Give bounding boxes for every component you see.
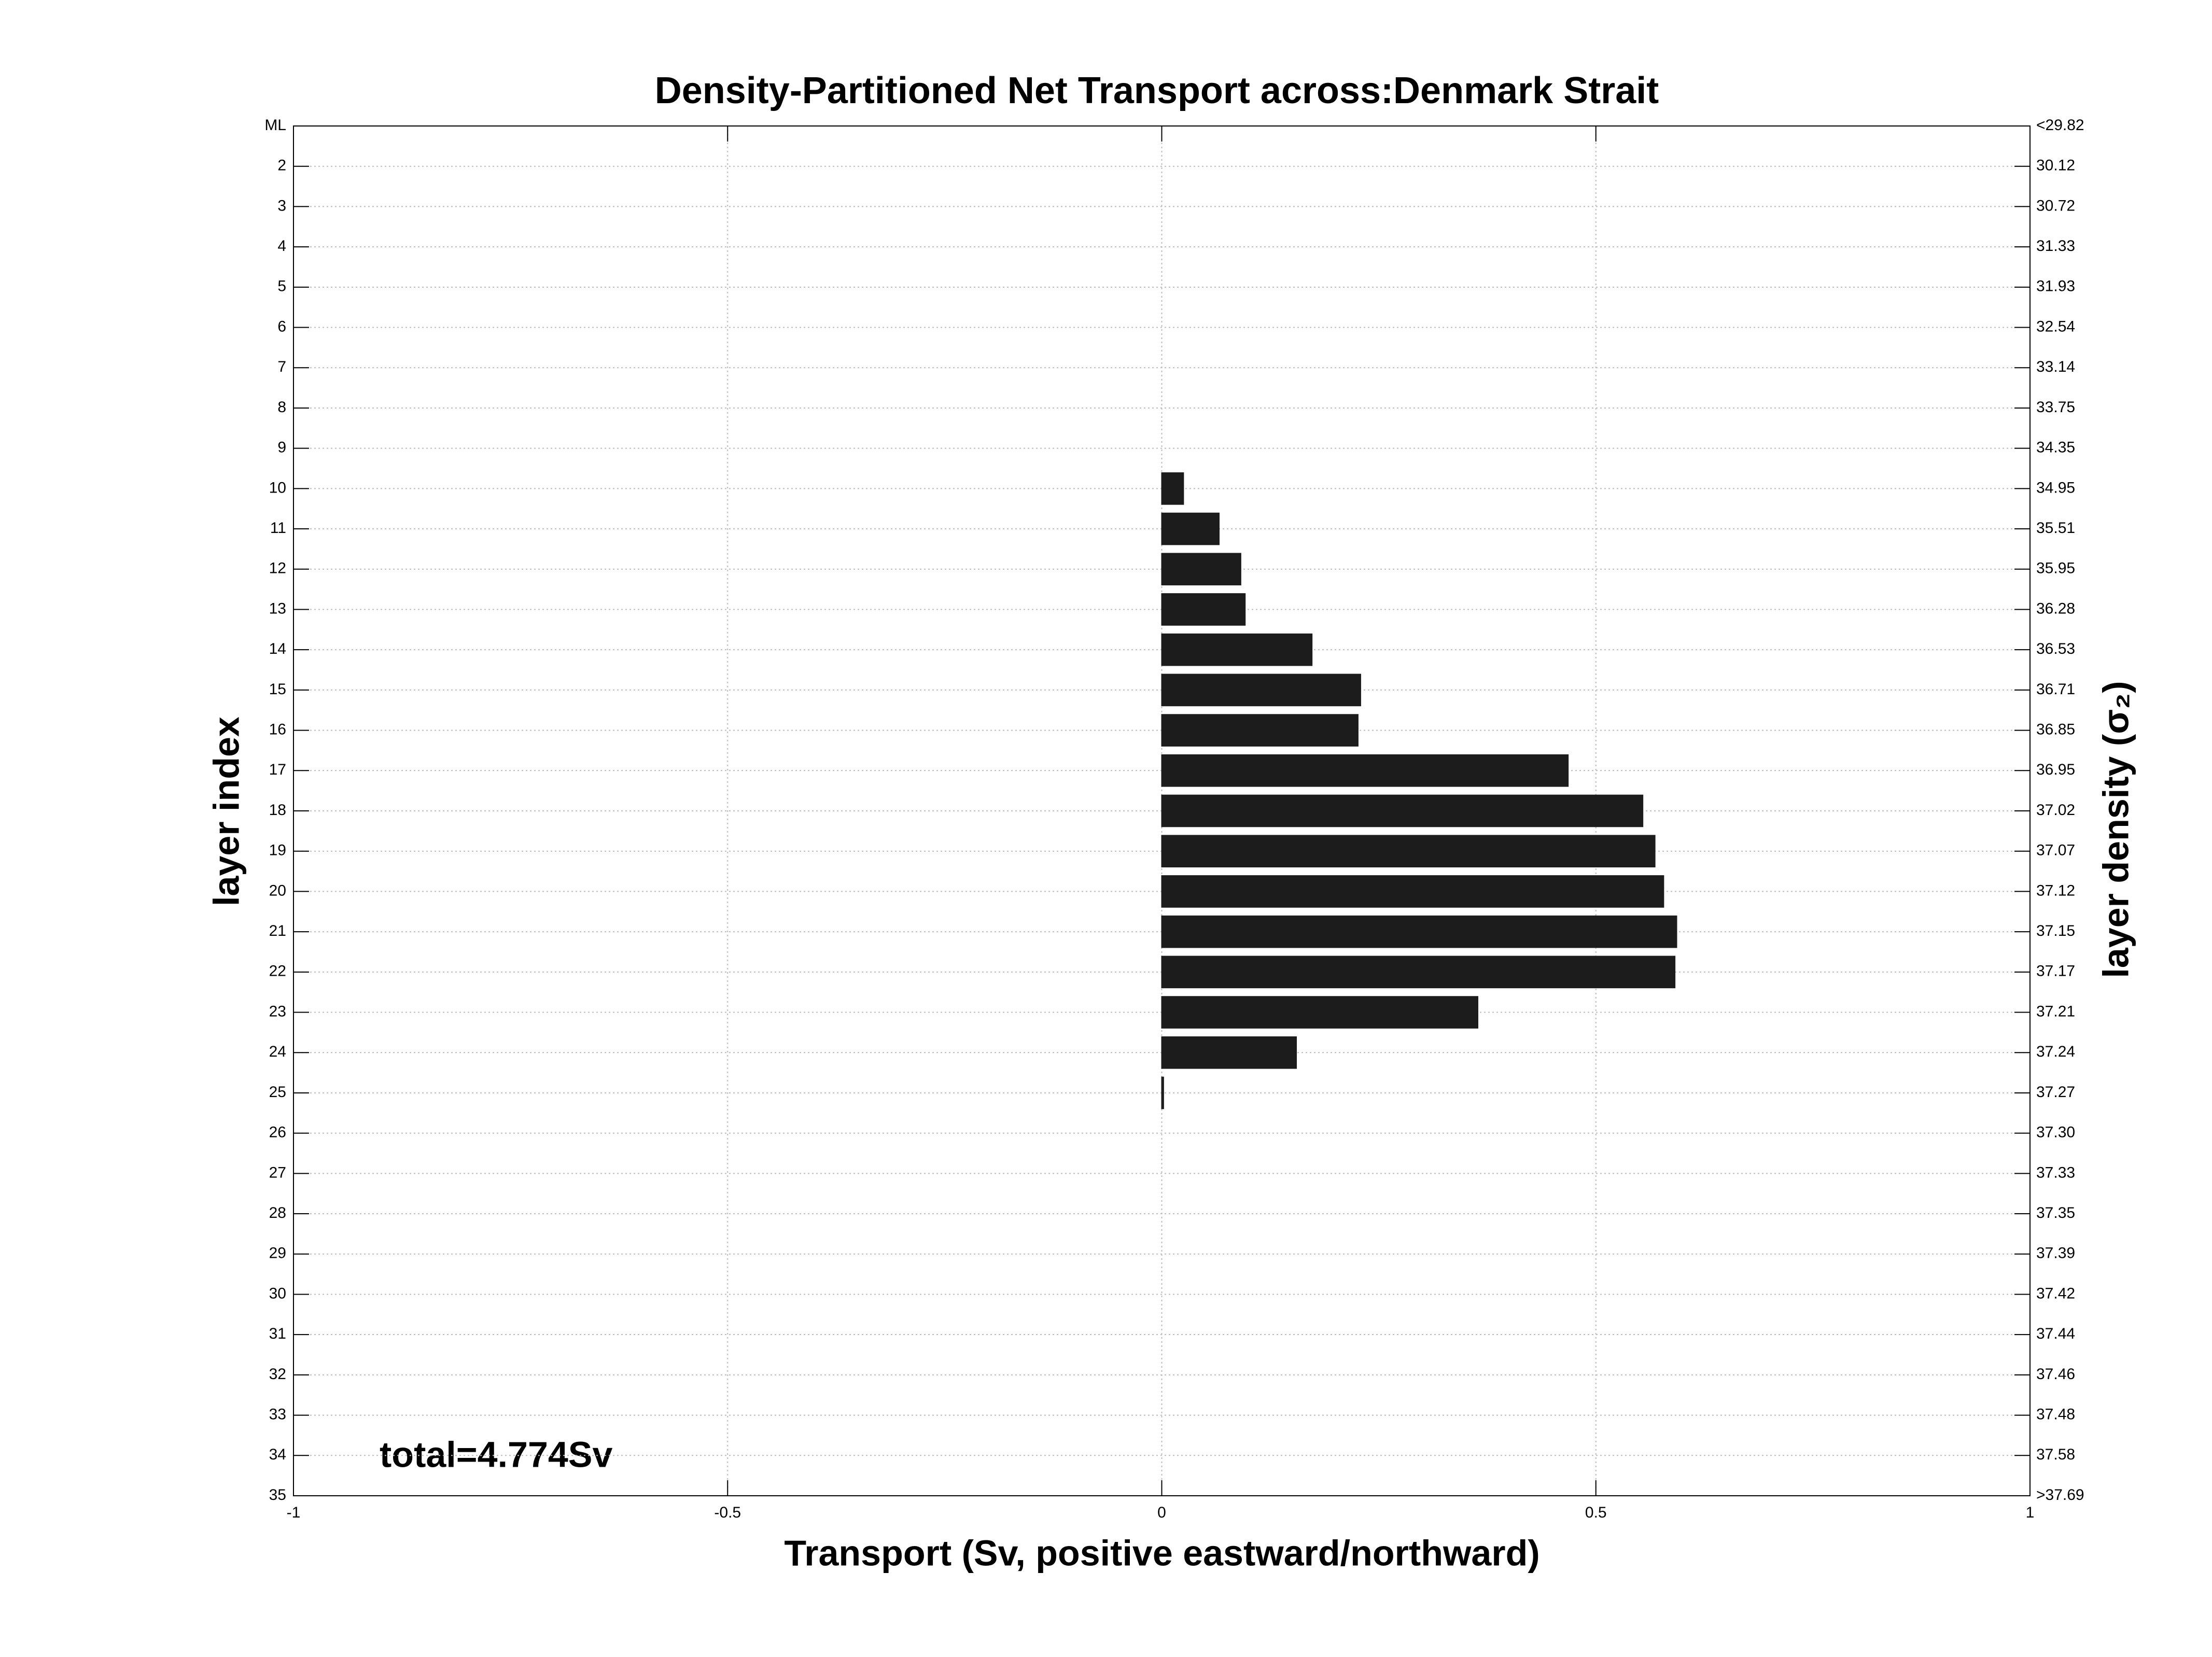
y2-tick-label: 36.85 [2036,721,2075,738]
bar [1161,754,1569,787]
annotation: total=4.774Sv [380,1434,612,1475]
x-tick-label: 0.5 [1585,1504,1607,1521]
y2-tick-label: 31.93 [2036,278,2075,295]
y-axis-label: layer index [206,717,246,906]
y2-axis-label: layer density (σ₂) [2095,681,2136,978]
y-tick-label: 33 [269,1406,286,1423]
bar [1161,875,1664,908]
bar [1161,835,1656,868]
y2-tick-label: 37.24 [2036,1043,2075,1060]
y-tick-label: 23 [269,1003,286,1020]
bar [1161,673,1361,707]
y-tick-label: 14 [269,640,286,657]
x-tick-label: 1 [2026,1504,2035,1521]
y2-tick-label: 33.14 [2036,358,2075,375]
y2-tick-label: 37.58 [2036,1446,2075,1463]
bar [1161,956,1676,989]
y-tick-label: 19 [269,842,286,859]
y2-tick-label: 37.02 [2036,802,2075,819]
y-tick-label: 24 [269,1043,286,1060]
y2-tick-label: 37.39 [2036,1245,2075,1262]
y-tick-label: 32 [269,1366,286,1383]
y2-tick-label: <29.82 [2036,117,2084,134]
y-tick-label: 8 [277,399,286,416]
y-tick-label: 16 [269,721,286,738]
y-tick-label: 31 [269,1325,286,1342]
y2-tick-label: 34.35 [2036,439,2075,456]
y-tick-label: 15 [269,681,286,698]
bar [1161,1076,1164,1110]
y-tick-label: 5 [277,278,286,295]
y2-tick-label: 37.12 [2036,882,2075,899]
y-tick-label: 18 [269,802,286,819]
bar [1161,633,1313,666]
y-tick-label: 9 [277,439,286,456]
y2-tick-label: 37.35 [2036,1204,2075,1221]
y-tick-label: 11 [270,519,286,537]
y2-tick-label: 36.53 [2036,640,2075,657]
y-tick-label: 4 [277,237,286,255]
y-tick-label: 35 [269,1486,286,1504]
y-tick-label: 12 [269,560,286,577]
bar [1161,996,1479,1029]
y-tick-label: 10 [269,479,286,496]
y-tick-label: 28 [269,1204,286,1221]
y2-tick-label: 37.33 [2036,1164,2075,1181]
y-tick-label: 22 [269,963,286,980]
y-tick-label: 26 [269,1124,286,1141]
bar [1161,593,1246,626]
bar [1161,512,1220,545]
y-tick-label: 17 [269,761,286,778]
y-tick-label: 7 [277,358,286,375]
bar [1161,1036,1297,1069]
y-tick-label: 3 [277,197,286,214]
y2-tick-label: 37.48 [2036,1406,2075,1423]
y2-tick-label: 36.28 [2036,600,2075,617]
y-tick-label: 29 [269,1245,286,1262]
y2-tick-label: 37.21 [2036,1003,2075,1020]
y2-tick-label: 37.30 [2036,1124,2075,1141]
y2-tick-label: 37.46 [2036,1366,2075,1383]
bar [1161,553,1241,586]
y2-tick-label: 36.71 [2036,681,2075,698]
y-tick-label: 6 [277,318,286,335]
y2-tick-label: 37.42 [2036,1285,2075,1302]
y2-tick-label: >37.69 [2036,1486,2084,1504]
y2-tick-label: 37.07 [2036,842,2075,859]
y2-tick-label: 37.27 [2036,1084,2075,1101]
y-tick-label: 13 [269,600,286,617]
x-tick-label: -1 [287,1504,301,1521]
bar [1161,794,1644,827]
plot-frame [293,125,2031,1496]
chart-title: Density-Partitioned Net Transport across… [655,70,1659,111]
y2-tick-label: 31.33 [2036,237,2075,255]
x-tick-label: 0 [1157,1504,1166,1521]
y2-tick-label: 32.54 [2036,318,2075,335]
bar [1161,472,1184,505]
x-axis-label: Transport (Sv, positive eastward/northwa… [784,1533,1539,1573]
y2-tick-label: 37.15 [2036,922,2075,939]
y-tick-label: 20 [269,882,286,899]
y2-tick-label: 30.72 [2036,197,2075,214]
y2-tick-label: 36.95 [2036,761,2075,778]
y2-tick-label: 30.12 [2036,157,2075,174]
y2-tick-label: 37.44 [2036,1325,2075,1342]
y2-tick-label: 34.95 [2036,479,2075,496]
y2-tick-label: 35.51 [2036,519,2075,537]
x-tick-label: -0.5 [714,1504,741,1521]
y-tick-label: 27 [269,1164,286,1181]
y2-tick-label: 33.75 [2036,399,2075,416]
y-tick-label: 21 [269,922,286,939]
y-tick-label: 25 [269,1084,286,1101]
y-tick-label: ML [264,117,286,134]
y-tick-label: 34 [269,1446,286,1463]
y-tick-label: 2 [277,157,286,174]
bar [1161,915,1677,948]
y-tick-label: 30 [269,1285,286,1302]
y2-tick-label: 35.95 [2036,560,2075,577]
bar [1161,714,1359,747]
y2-tick-label: 37.17 [2036,963,2075,980]
